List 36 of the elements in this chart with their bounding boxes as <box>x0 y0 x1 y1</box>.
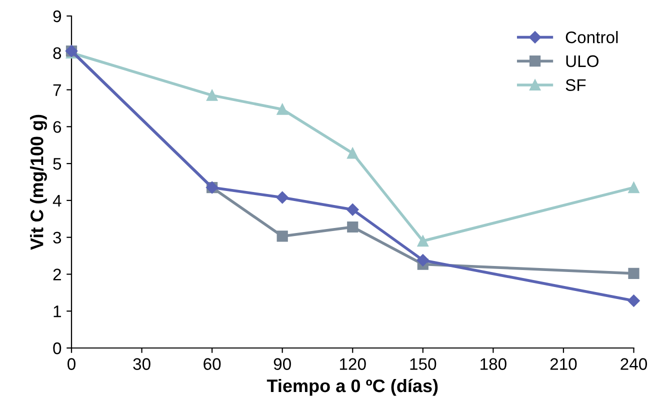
y-tick-label: 4 <box>52 195 62 206</box>
y-tick-label: 7 <box>53 84 61 96</box>
x-axis-title: Tiempo a 0 ºC (días) <box>266 378 438 396</box>
x-tick-label: 0 <box>68 358 76 370</box>
y-tick-label: 9 <box>53 10 61 22</box>
legend-label: Control <box>566 31 618 44</box>
y-tick-label: 3 <box>53 232 62 244</box>
point <box>347 148 358 159</box>
y-tick-label: 2 <box>53 268 61 280</box>
x-tick-label: 120 <box>340 358 366 370</box>
point <box>417 235 428 247</box>
point <box>347 221 358 233</box>
point <box>628 182 640 194</box>
point <box>206 90 218 101</box>
x-tick-label: 30 <box>133 358 150 370</box>
x-tick-label: 60 <box>204 358 221 370</box>
legend-label: ULO <box>566 55 598 68</box>
y-tick-label: 8 <box>53 47 62 60</box>
x-tick-label: 90 <box>274 358 291 370</box>
point <box>416 254 429 266</box>
x-tick-label: 180 <box>480 358 506 370</box>
point <box>628 268 640 280</box>
y-tick-label: 6 <box>53 121 62 133</box>
x-tick-label: 210 <box>550 358 577 370</box>
point <box>346 204 359 216</box>
x-tick-label: 150 <box>410 358 436 370</box>
y-axis-title: Vit C (mg/100 g) <box>30 114 47 250</box>
point <box>628 294 640 307</box>
legend-label: SF <box>566 79 586 91</box>
y-tick-label: 0 <box>53 342 62 354</box>
point <box>276 104 288 115</box>
y-tick-label: 1 <box>54 306 61 318</box>
point <box>276 191 288 204</box>
y-tick-label: 5 <box>53 158 62 170</box>
point <box>276 230 288 242</box>
x-tick-label: 240 <box>620 358 648 370</box>
